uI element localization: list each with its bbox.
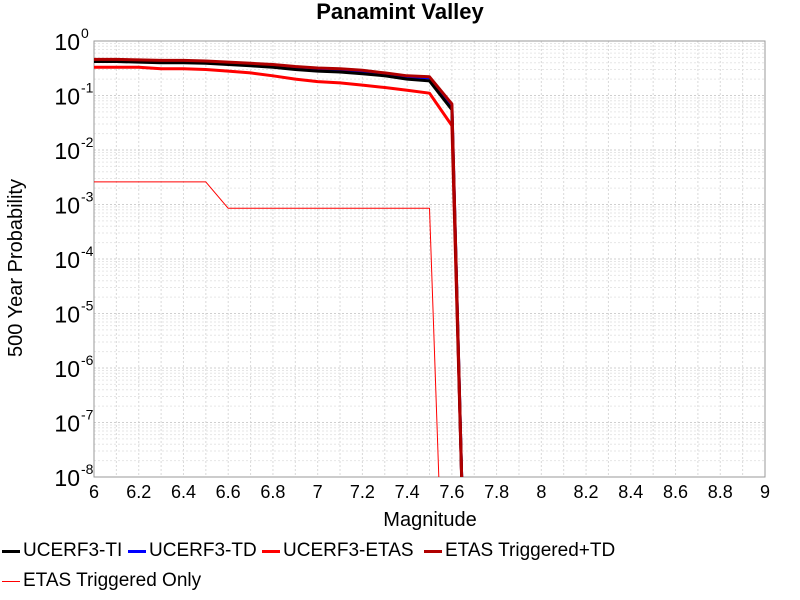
y-tick-label: 10 -1 [54, 80, 93, 110]
y-tick-exponent: -3 [81, 189, 94, 205]
y-tick-base: 10 [54, 247, 80, 273]
legend-label-etas-triggered-td: ETAS Triggered+TD [445, 540, 616, 561]
y-tick-label: 10 -6 [54, 352, 93, 382]
series-line-etas-triggered-td [94, 57, 464, 477]
x-tick-label: 6.4 [171, 482, 196, 502]
legend-item-ucerf3-etas: UCERF3-ETAS [262, 540, 414, 562]
y-tick-exponent: 0 [81, 25, 89, 41]
series-line-etas-triggered-only [94, 181, 440, 477]
x-tick-label: 7.2 [350, 482, 375, 502]
x-tick-label: 8.4 [618, 482, 643, 502]
x-tick-label: 8.2 [574, 482, 599, 502]
y-tick-label: 10 -2 [54, 134, 93, 164]
y-tick-base: 10 [54, 138, 80, 164]
y-tick-base: 10 [54, 411, 80, 437]
y-tick-label: 10 -4 [54, 243, 93, 273]
x-tick-label: 6.6 [216, 482, 241, 502]
y-tick-label: 10 0 [54, 25, 89, 55]
legend-item-ucerf3-ti: UCERF3-TI [2, 540, 122, 562]
chart-svg: Panamint Valley 6 6.2 6.4 6.6 6.8 7 7.2 7.4 7.6 7… [5, 0, 770, 531]
y-tick-base: 10 [54, 29, 80, 55]
legend-item-etas-triggered-only: ETAS Triggered Only [2, 570, 201, 592]
y-tick-label: 10 -3 [54, 189, 93, 219]
legend-label-ucerf3-td: UCERF3-TD [149, 540, 257, 561]
y-tick-exponent: -7 [81, 407, 94, 423]
y-tick-base: 10 [54, 356, 80, 382]
y-tick-base: 10 [54, 84, 80, 110]
y-tick-exponent: -2 [81, 134, 94, 150]
chart-title: Panamint Valley [316, 0, 484, 24]
legend-item-etas-triggered-td: ETAS Triggered+TD [424, 540, 615, 562]
series-layer [94, 57, 464, 477]
legend-swatch-ucerf3-td [128, 549, 146, 553]
y-tick-exponent: -8 [81, 461, 94, 477]
x-tick-label: 6.8 [260, 482, 285, 502]
y-tick-exponent: -4 [81, 243, 94, 259]
y-tick-exponent: -6 [81, 352, 94, 368]
x-tick-label: 8.8 [708, 482, 733, 502]
y-tick-base: 10 [54, 193, 80, 219]
grid [93, 41, 766, 478]
y-tick-base: 10 [54, 465, 80, 491]
x-tick-label: 7.8 [484, 482, 509, 502]
y-tick-exponent: -1 [81, 80, 94, 96]
legend-item-ucerf3-td: UCERF3-TD [128, 540, 257, 562]
x-tick-label: 9 [760, 482, 770, 502]
legend-swatch-ucerf3-etas [262, 549, 280, 553]
y-tick-label: 10 -5 [54, 298, 93, 328]
y-axis-label: 500 Year Probability [5, 179, 27, 357]
legend-label-ucerf3-etas: UCERF3-ETAS [283, 540, 414, 561]
x-tick-label: 7.4 [395, 482, 420, 502]
legend: UCERF3-TI UCERF3-TD UCERF3-ETAS ETAS Tri… [0, 535, 800, 600]
legend-swatch-etas-triggered-only [2, 580, 20, 582]
series-line-ucerf3-ti [94, 60, 464, 477]
x-axis-label: Magnitude [383, 509, 476, 531]
plot-area-border [93, 40, 766, 478]
y-tick-label: 10 -8 [54, 461, 93, 491]
legend-swatch-ucerf3-ti [2, 549, 20, 553]
x-tick-label: 8 [536, 482, 546, 502]
y-tick-label: 10 -7 [54, 407, 93, 437]
legend-label-etas-triggered-only: ETAS Triggered Only [23, 570, 202, 591]
x-tick-labels: 6 6.2 6.4 6.6 6.8 7 7.2 7.4 7.6 7.8 8 8.2 8.4 8.6 8.8 9 [89, 482, 770, 502]
x-tick-label: 6 [89, 482, 99, 502]
y-tick-exponent: -5 [81, 298, 94, 314]
x-tick-label: 6.2 [126, 482, 151, 502]
x-tick-label: 8.6 [663, 482, 688, 502]
x-tick-label: 7.6 [439, 482, 464, 502]
legend-swatch-etas-triggered-td [424, 549, 442, 553]
legend-label-ucerf3-ti: UCERF3-TI [23, 540, 123, 561]
y-tick-base: 10 [54, 302, 80, 328]
series-line-ucerf3-etas [94, 65, 464, 477]
x-tick-label: 7 [313, 482, 323, 502]
